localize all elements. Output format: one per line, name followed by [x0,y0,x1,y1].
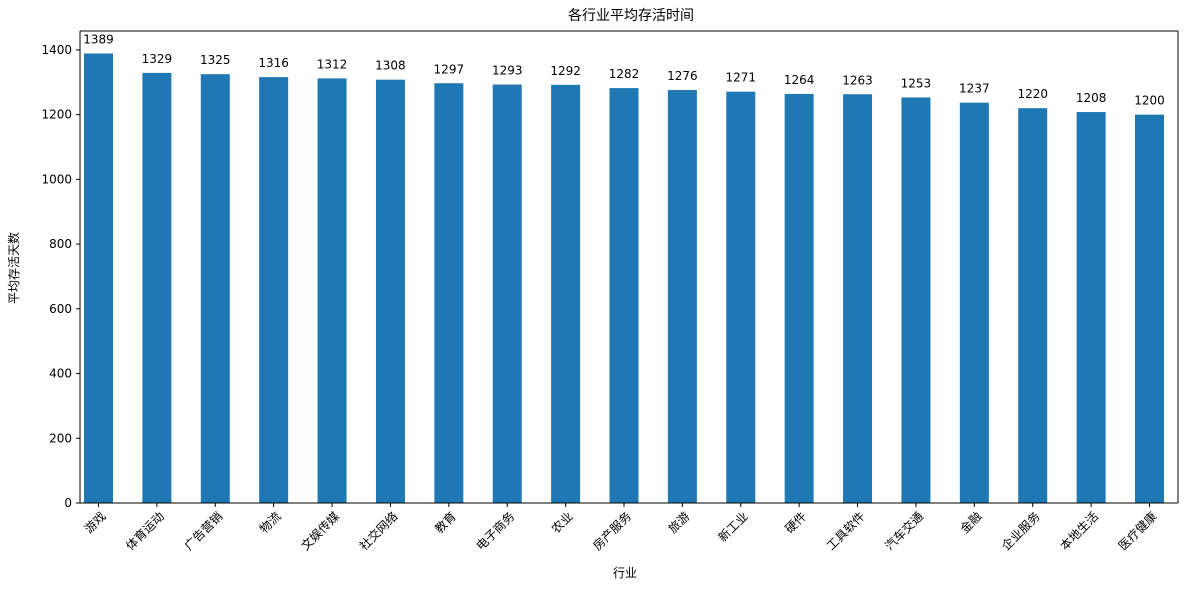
x-tick-label: 硬件 [782,509,809,536]
bar-value-label: 1292 [550,64,581,78]
bar-value-label: 1264 [784,73,815,87]
bar [784,93,814,503]
bar-value-label: 1325 [200,53,231,67]
x-tick-label: 体育运动 [122,509,167,554]
bar-value-label: 1297 [434,62,465,76]
y-tick-label: 600 [49,302,72,316]
bar-value-label: 1312 [317,57,348,71]
y-tick-label: 1000 [41,172,72,186]
bar [317,78,347,503]
bar [375,79,405,504]
y-tick-label: 1200 [41,108,72,122]
x-tick-label: 社交网络 [356,509,401,554]
bar [259,77,289,504]
bar-value-label: 1276 [667,69,698,83]
y-tick-label: 200 [49,431,72,445]
bar [142,72,172,503]
bar [492,84,522,503]
bar-value-label: 1293 [492,64,523,78]
x-tick-label: 广告营销 [182,509,226,553]
bar [609,88,639,503]
x-tick-label: 游戏 [82,509,109,536]
chart-title: 各行业平均存活时间 [568,8,694,24]
bar-value-label: 1282 [609,67,640,81]
bar [667,90,697,504]
x-tick-label: 文娱传媒 [298,509,343,554]
y-tick-label: 1400 [41,43,72,57]
bar-value-label: 1263 [842,73,873,87]
bar [434,83,464,503]
x-tick-label: 教育 [431,509,459,537]
x-tick-label: 房产服务 [590,509,635,554]
bar [901,97,931,503]
bar [959,102,989,503]
x-tick-label: 汽车交通 [882,509,927,554]
y-tick-label: 400 [49,367,72,381]
x-tick-label: 企业服务 [998,509,1043,554]
x-tick-label: 旅游 [666,509,693,536]
x-tick-label: 医疗健康 [1115,509,1160,554]
y-tick-label: 0 [64,496,72,510]
bar [551,84,581,504]
x-tick-label: 新工业 [715,509,751,545]
bar-value-label: 1271 [726,71,757,85]
y-axis-label: 平均存活天数 [6,232,21,304]
x-tick-label: 本地生活 [1057,509,1101,553]
y-tick-label: 800 [49,237,72,251]
x-axis-label: 行业 [613,566,637,580]
bar-value-label: 1329 [142,52,173,66]
x-tick-label: 工具软件 [824,509,868,553]
bar-value-label: 1308 [375,59,406,73]
bar-value-label: 1237 [959,82,990,96]
bar [1135,114,1164,504]
bar [1018,108,1048,504]
x-tick-label: 物流 [257,509,284,536]
bar-value-label: 1316 [258,56,289,70]
x-tick-label: 农业 [549,509,576,536]
bar [1076,112,1106,504]
bar-value-label: 1253 [901,76,932,90]
bar-value-label: 1208 [1076,91,1107,105]
bar [84,53,113,503]
bar-value-label: 1200 [1134,94,1165,108]
bar-value-label: 1220 [1017,87,1048,101]
bar [726,91,756,504]
bar-value-label: 1389 [83,32,114,46]
bar [200,74,230,503]
x-tick-label: 电子商务 [473,509,518,554]
bar [843,94,873,504]
x-tick-label: 金融 [957,509,985,537]
plot-area [84,53,1164,504]
